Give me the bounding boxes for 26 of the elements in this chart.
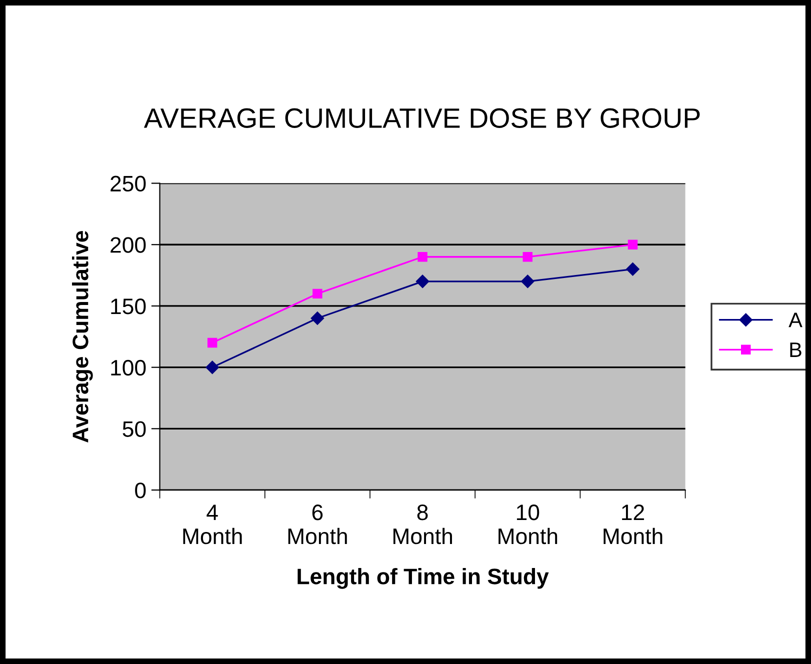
point <box>418 252 428 262</box>
point <box>207 338 218 348</box>
x-tick-label: 10 Month <box>498 504 558 544</box>
point <box>312 288 322 299</box>
x-tick-label: 6 Month <box>288 504 347 544</box>
y-tick-label: 250 <box>110 176 146 192</box>
y-tick-label: 50 <box>122 421 146 437</box>
point <box>521 274 534 288</box>
x-axis-title: Length of Time in Study <box>298 568 549 589</box>
point <box>310 312 324 325</box>
point <box>206 360 219 374</box>
point <box>522 252 532 262</box>
legend-label: B <box>790 342 802 357</box>
y-axis-title: Average Cumulative <box>72 230 93 443</box>
x-tick-label: 4 Month <box>183 504 242 544</box>
chart-title: AVERAGE CUMULATIVE DOSE BY GROUP <box>144 108 700 128</box>
legend-label: A <box>788 312 802 328</box>
y-tick-label: 200 <box>110 237 146 253</box>
y-tick-label: 100 <box>111 360 146 376</box>
point <box>628 240 638 250</box>
y-tick-label: 0 <box>135 482 146 498</box>
point <box>416 274 430 288</box>
x-tick-label: 12 Month <box>604 504 662 544</box>
y-tick-label: 150 <box>111 298 146 314</box>
point <box>626 262 640 276</box>
x-tick-label: 8 Month <box>393 504 452 544</box>
